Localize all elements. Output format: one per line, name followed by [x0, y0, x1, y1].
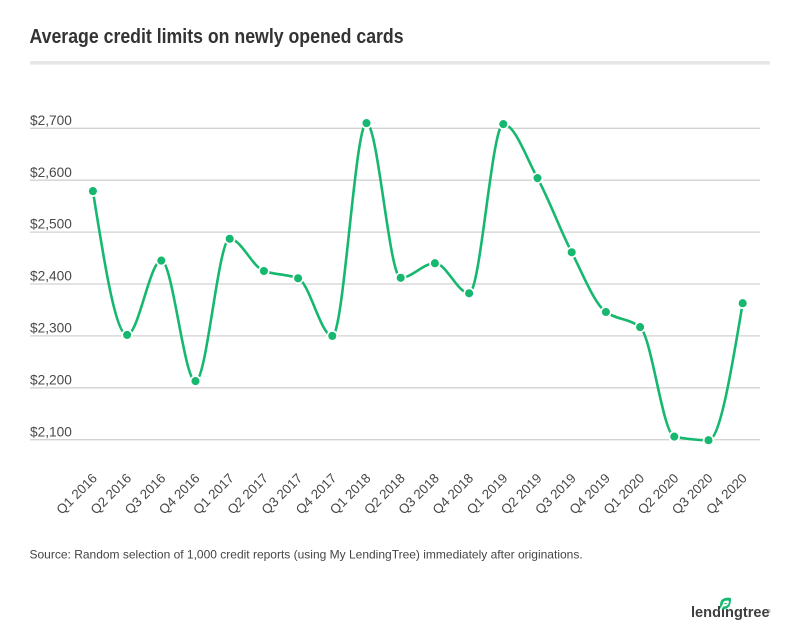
svg-text:lendıngtree: lendıngtree	[691, 605, 770, 621]
svg-text:$2,400: $2,400	[30, 269, 72, 284]
svg-text:Average credit limits on newly: Average credit limits on newly opened ca…	[30, 26, 404, 48]
svg-text:$2,500: $2,500	[30, 217, 72, 232]
svg-text:®: ®	[767, 608, 771, 615]
svg-text:$2,100: $2,100	[30, 424, 72, 439]
svg-text:$2,300: $2,300	[30, 321, 72, 336]
svg-text:$2,700: $2,700	[30, 113, 72, 128]
svg-text:$2,200: $2,200	[30, 372, 72, 387]
svg-text:$2,600: $2,600	[30, 165, 72, 180]
svg-text:Source: Random selection of 1,: Source: Random selection of 1,000 credit…	[30, 548, 583, 562]
